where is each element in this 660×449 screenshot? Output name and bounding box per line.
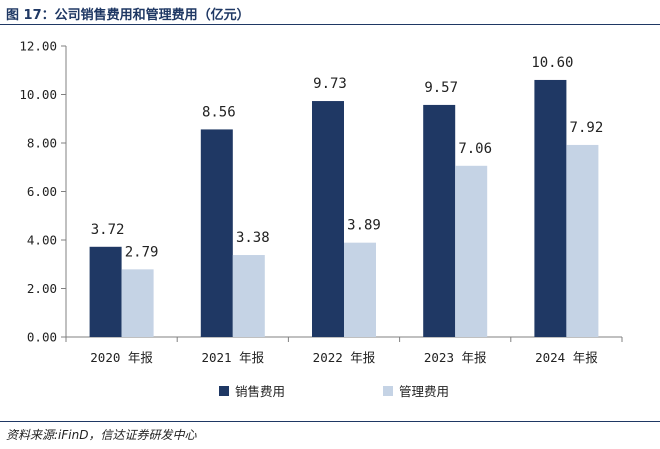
bar-admin-2 [344, 242, 376, 337]
bar-sales-2 [312, 101, 344, 337]
legend: 销售费用 管理费用 [219, 384, 449, 399]
x-tick-label: 2023 年报 [424, 350, 487, 365]
data-label: 7.06 [458, 141, 492, 157]
source-divider [0, 421, 660, 422]
legend-label: 销售费用 [235, 384, 285, 399]
data-label: 3.89 [347, 218, 381, 234]
data-label: 3.38 [236, 230, 270, 246]
data-label: 10.60 [531, 55, 573, 71]
x-tick-label: 2021 年报 [201, 350, 264, 365]
y-tick-label: 4.00 [27, 233, 57, 248]
data-label: 9.57 [424, 80, 458, 96]
bar-admin-3 [455, 165, 488, 337]
y-tick-label: 0.00 [27, 330, 57, 345]
y-tick-label: 6.00 [27, 184, 57, 199]
y-axis: 0.00 2.00 4.00 6.00 8.00 10.00 12.00 [19, 39, 67, 345]
data-label: 8.56 [202, 104, 236, 120]
bar-sales-4 [534, 79, 567, 337]
bar-admin-1 [232, 255, 265, 337]
legend-swatch [219, 386, 229, 396]
data-labels: 3.72 8.56 9.73 9.57 10.60 2.79 3.38 3.89 7.06 7.9… [91, 55, 604, 260]
bar-sales-0 [89, 246, 122, 337]
x-axis: 2020 年报 2021 年报 2022 年报 2023 年报 2024 年报 [65, 336, 623, 365]
y-tick-label: 2.00 [27, 281, 57, 296]
legend-swatch [383, 386, 393, 396]
y-tick-label: 12.00 [19, 39, 57, 54]
data-label: 2.79 [125, 244, 159, 260]
x-tick-label: 2020 年报 [90, 350, 153, 365]
legend-label: 管理费用 [399, 384, 449, 399]
data-label: 7.92 [570, 120, 604, 136]
bars [89, 79, 599, 338]
title-divider [0, 24, 660, 25]
bar-admin-0 [121, 269, 154, 337]
figure-title: 图 17：公司销售费用和管理费用（亿元） [6, 8, 250, 23]
x-tick-label: 2022 年报 [313, 350, 376, 365]
x-tick-label: 2024 年报 [535, 350, 598, 365]
data-label: 9.73 [313, 76, 347, 92]
bar-sales-3 [423, 104, 456, 338]
y-tick-label: 10.00 [19, 87, 57, 102]
data-label: 3.72 [91, 222, 125, 238]
bar-sales-1 [200, 129, 233, 337]
bar-admin-4 [566, 144, 599, 337]
source-note: 资料来源:iFinD，信达证券研发中心 [6, 428, 197, 442]
y-tick-label: 8.00 [27, 136, 57, 151]
